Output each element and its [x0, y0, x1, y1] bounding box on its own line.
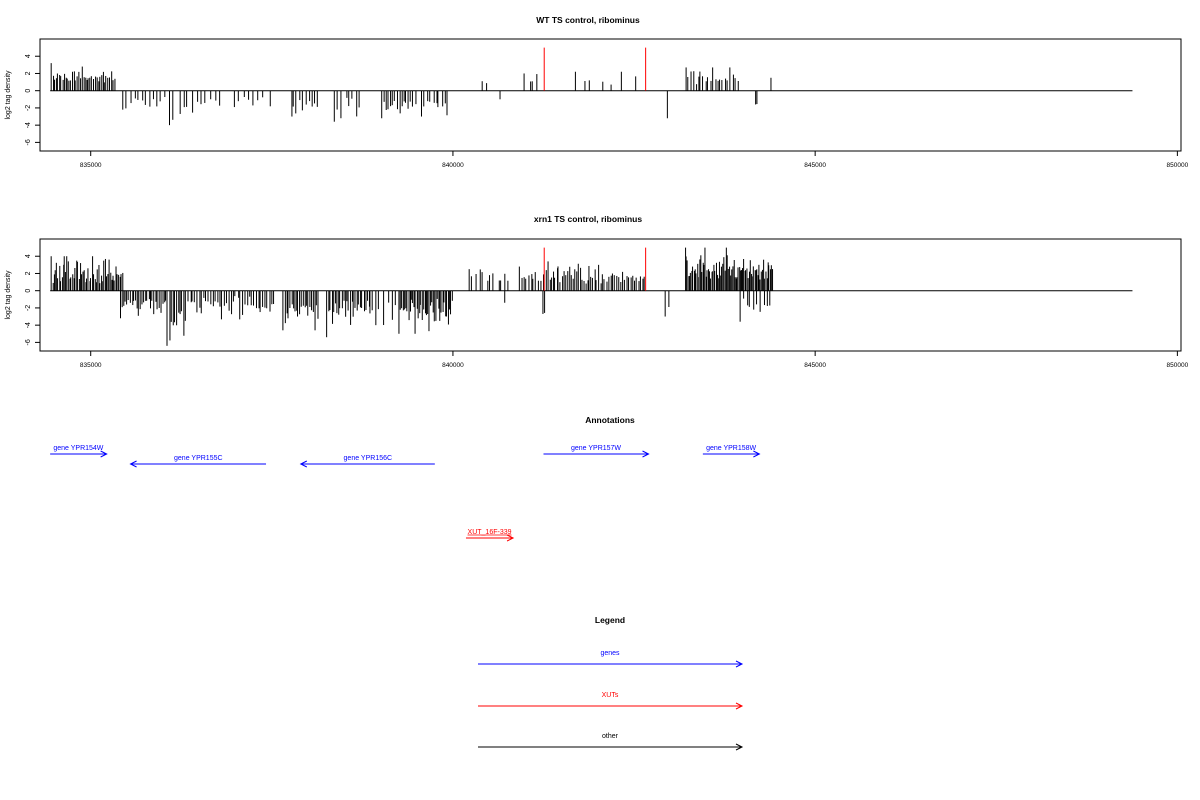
wt-bars — [50, 63, 772, 126]
wt-panel-title: WT TS control, ribominus — [536, 15, 640, 25]
xrn1-y-tick-label: 0 — [25, 289, 32, 293]
legend-label: XUTs — [602, 692, 619, 699]
annotation-arrow-head — [506, 534, 515, 542]
wt-coverage-panel: WT TS control, ribominus log2 tag densit… — [5, 15, 1189, 169]
xrn1-panel-title: xrn1 TS control, ribominus — [534, 214, 642, 224]
wt-y-axis-label: log2 tag density — [5, 70, 12, 120]
annotation-arrow-head — [299, 460, 308, 468]
xrn1-y-tick-label: -2 — [25, 305, 32, 311]
legend-item-other: other — [478, 733, 744, 751]
annotation-label: gene YPR156C — [344, 455, 393, 462]
wt-plot-frame — [39, 38, 1182, 152]
annotation-arrow-head — [100, 450, 108, 458]
xrn1-x-tick-label: 840000 — [442, 362, 464, 369]
wt-y-tick-label: -4 — [25, 122, 32, 128]
xrn1-y-tick-label: 4 — [25, 254, 32, 258]
wt-y-axis: -6 -4 -2 0 2 4 — [25, 54, 40, 146]
xrn1-plot-frame — [39, 238, 1182, 352]
wt-y-tick-label: 2 — [25, 71, 32, 75]
wt-y-tick-label: -2 — [25, 105, 32, 111]
annotation-label: gene YPR157W — [571, 445, 621, 452]
wt-x-axis: 835000 840000 845000 850000 — [80, 151, 1189, 169]
annotation-gene: gene YPR156C — [299, 455, 435, 468]
legend-items: genes XUTs other — [478, 650, 744, 751]
legend-item-xuts: XUTs — [478, 692, 744, 710]
xrn1-y-tick-label: -6 — [25, 339, 32, 345]
wt-x-tick-label: 840000 — [442, 162, 464, 169]
legend-label: genes — [600, 650, 620, 657]
xrn1-x-tick-label: 850000 — [1167, 362, 1189, 369]
wt-x-tick-label: 845000 — [804, 162, 826, 169]
annotation-arrow-head — [642, 450, 650, 458]
xrn1-coverage-panel: xrn1 TS control, ribominus log2 tag dens… — [5, 214, 1189, 369]
xrn1-y-tick-label: -4 — [25, 322, 32, 328]
annotation-gene: gene YPR157W — [543, 445, 650, 458]
xrn1-y-tick-label: 2 — [25, 271, 32, 275]
wt-x-tick-label: 835000 — [80, 162, 102, 169]
xrn1-markers — [543, 247, 647, 291]
legend-arrow-head — [735, 702, 744, 710]
legend: Legend genes XUTs other — [478, 615, 744, 751]
wt-x-tick-label: 850000 — [1167, 162, 1189, 169]
xrn1-x-axis: 835000 840000 845000 850000 — [80, 351, 1189, 369]
annotation-gene: gene YPR158W — [702, 445, 761, 458]
legend-arrow-head — [735, 743, 744, 751]
wt-markers — [543, 47, 647, 91]
legend-item-genes: genes — [478, 650, 744, 668]
xrn1-x-tick-label: 835000 — [80, 362, 102, 369]
xrn1-x-tick-label: 845000 — [804, 362, 826, 369]
xrn1-y-axis: -6 -4 -2 0 2 4 — [25, 254, 40, 346]
annotation-arrow-head — [753, 450, 761, 458]
annotation-features: gene YPR154W gene YPR155C gene YPR156C gene… — [50, 445, 761, 542]
annotation-label: gene YPR154W — [53, 445, 103, 452]
annotations-title: Annotations — [585, 415, 635, 425]
wt-y-tick-label: 0 — [25, 89, 32, 93]
legend-label: other — [602, 733, 619, 740]
annotation-arrow-head — [129, 460, 137, 468]
annotation-gene: gene YPR155C — [129, 455, 267, 468]
legend-arrow-head — [735, 660, 744, 668]
annotation-label: gene YPR155C — [174, 455, 223, 462]
annotation-gene: gene YPR154W — [50, 445, 108, 458]
annotation-xut: XUT_16F-339 — [465, 529, 515, 542]
wt-y-tick-label: 4 — [25, 54, 32, 58]
xrn1-y-axis-label: log2 tag density — [5, 270, 12, 320]
xrn1-bars — [50, 247, 774, 346]
annotation-label: gene YPR158W — [706, 445, 756, 452]
annotation-label: XUT_16F-339 — [468, 529, 512, 536]
legend-title: Legend — [595, 615, 625, 625]
wt-y-tick-label: -6 — [25, 139, 32, 145]
